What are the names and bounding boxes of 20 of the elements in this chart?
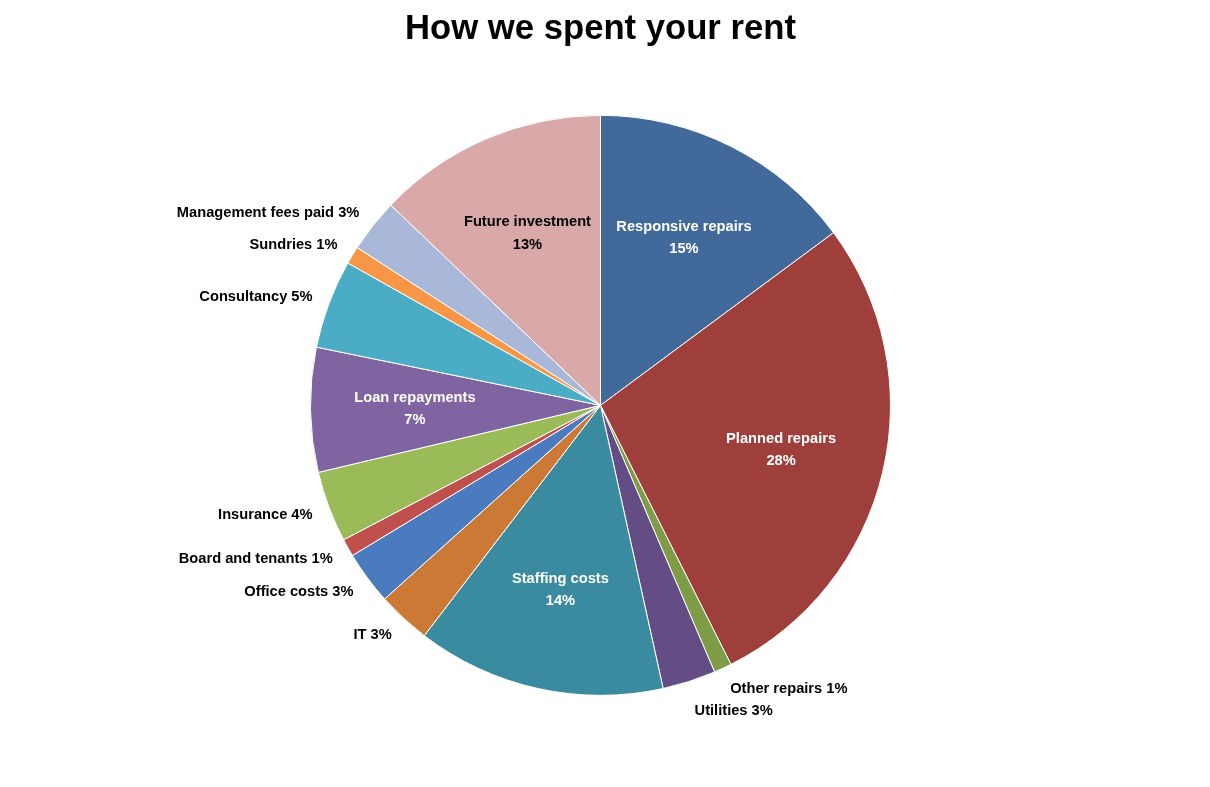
data-label: 14% <box>545 592 576 609</box>
chart-title: How we spent your rent <box>405 7 797 46</box>
slice-label: Management fees paid 3% <box>176 204 360 221</box>
slice-label: Loan repayments <box>354 389 476 406</box>
data-label: 28% <box>766 452 796 469</box>
slice-label: Other repairs 1% <box>730 679 848 696</box>
data-label: 7% <box>404 411 426 428</box>
slice-label: Insurance 4% <box>218 506 313 523</box>
slice-label: Sundries 1% <box>249 235 338 252</box>
slice-label: Responsive repairs <box>616 218 752 235</box>
slice-label: Board and tenants 1% <box>178 550 333 567</box>
slice-label: Planned repairs <box>726 429 837 446</box>
data-label: 15% <box>669 240 699 257</box>
slice-label: Staffing costs <box>511 569 609 586</box>
slice-label: Utilities 3% <box>694 702 773 718</box>
slice-label: Future investment <box>463 213 592 230</box>
slice-label: Consultancy 5% <box>199 288 313 305</box>
slice-label: Office costs 3% <box>244 582 354 599</box>
data-label: 13% <box>512 235 543 252</box>
slice-label: IT 3% <box>353 626 392 643</box>
